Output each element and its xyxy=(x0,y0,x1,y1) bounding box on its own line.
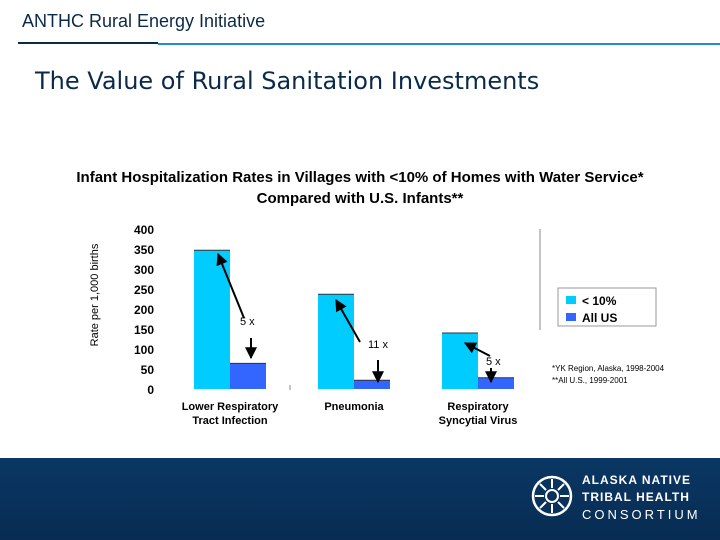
y-tick-label: 250 xyxy=(134,283,154,297)
annotation-label: 11 x xyxy=(368,339,388,351)
annotation-arrow-up xyxy=(216,252,245,319)
y-tick-label: 200 xyxy=(134,303,154,317)
footer-band xyxy=(0,458,720,540)
logo-line3: CONSORTIUM xyxy=(582,507,701,522)
bar-0-1 xyxy=(318,294,354,389)
bar-1-1 xyxy=(354,380,390,389)
y-tick-label: 100 xyxy=(134,343,154,357)
consortium-logo-icon xyxy=(531,475,573,517)
x-category-label: Respiratory xyxy=(447,401,509,413)
logo-line2: TRIBAL HEALTH xyxy=(582,490,690,504)
chart-title: Infant Hospitalization Rates in Villages… xyxy=(0,167,720,209)
header-rule-dark xyxy=(18,42,158,44)
footnote-1: *YK Region, Alaska, 1998-2004 xyxy=(552,364,665,373)
slide-title: The Value of Rural Sanitation Investment… xyxy=(35,67,540,95)
x-category-label: Tract Infection xyxy=(192,415,267,427)
annotation-label: 5 x xyxy=(486,356,501,368)
x-category-label: Pneumonia xyxy=(324,401,384,413)
y-tick-label: 400 xyxy=(134,223,154,237)
legend-swatch xyxy=(566,296,576,304)
y-tick-label: 150 xyxy=(134,323,154,337)
chart-title-line2: Compared with U.S. Infants** xyxy=(256,190,464,207)
logo-line1: ALASKA NATIVE xyxy=(582,473,691,487)
x-category-label: Lower Respiratory xyxy=(182,401,279,413)
annotation-arrow-up xyxy=(335,298,361,343)
legend-label: < 10% xyxy=(582,294,617,308)
header-rule-light xyxy=(158,43,720,45)
y-tick-label: 0 xyxy=(147,383,154,397)
bar-0-2 xyxy=(442,333,478,389)
bar-0-0 xyxy=(194,250,230,389)
legend-swatch xyxy=(566,313,576,321)
legend-label: All US xyxy=(582,311,617,325)
footnote-2: **All U.S., 1999-2001 xyxy=(552,376,628,385)
annotation-arrow-up xyxy=(463,342,491,357)
chart-title-line1: Infant Hospitalization Rates in Villages… xyxy=(76,169,644,186)
header-title: ANTHC Rural Energy Initiative xyxy=(22,11,266,31)
y-tick-label: 300 xyxy=(134,263,154,277)
y-tick-label: 350 xyxy=(134,243,154,257)
y-tick-label: 50 xyxy=(141,363,155,377)
bar-1-0 xyxy=(230,363,266,389)
x-category-label: Syncytial Virus xyxy=(439,415,518,427)
bar-1-2 xyxy=(478,377,514,389)
annotation-label: 5 x xyxy=(240,316,255,328)
